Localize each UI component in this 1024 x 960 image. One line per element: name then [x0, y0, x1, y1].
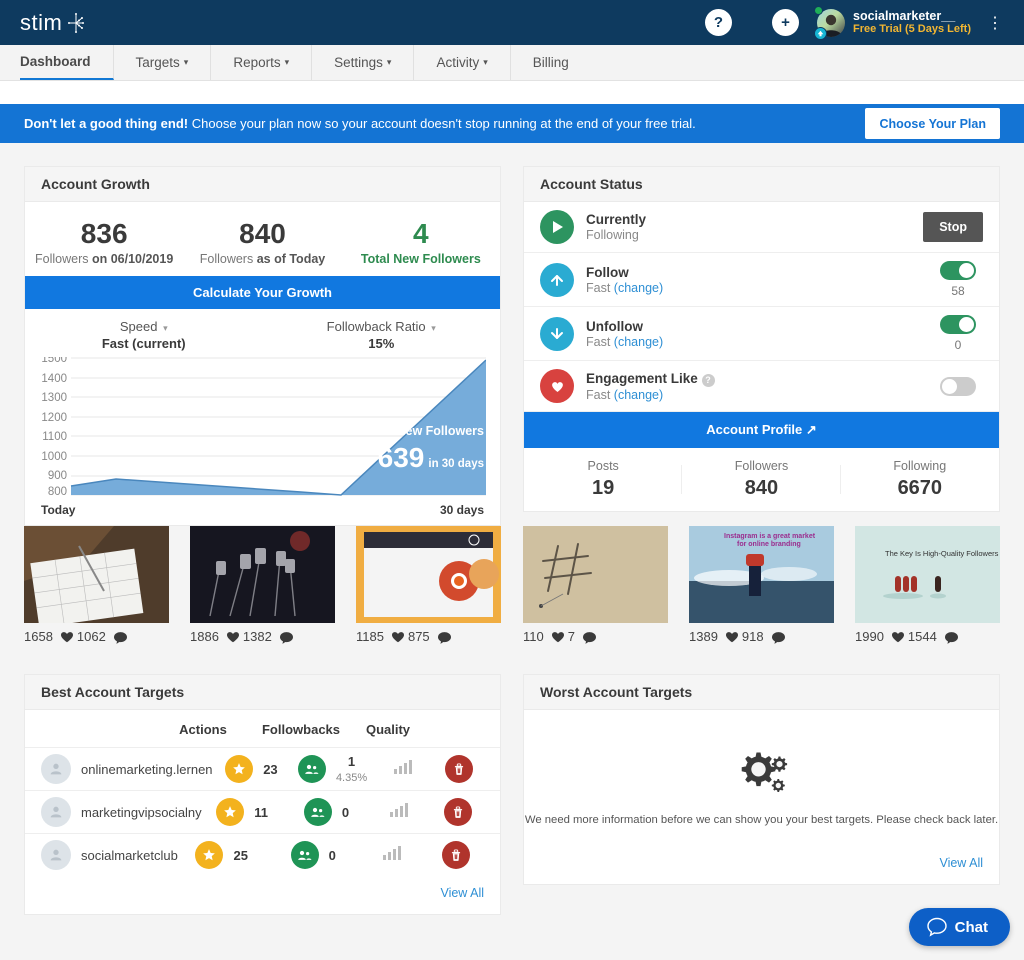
svg-text:1200: 1200: [41, 412, 67, 424]
svg-text:900: 900: [48, 470, 67, 482]
svg-text:1000: 1000: [41, 451, 67, 463]
svg-text:Instagram is a great market: Instagram is a great market: [724, 533, 816, 540]
svg-text:1400: 1400: [41, 373, 67, 385]
svg-text:1500: 1500: [41, 357, 67, 365]
svg-text:1100: 1100: [42, 431, 67, 443]
svg-text:1300: 1300: [41, 392, 67, 404]
svg-text:for online branding: for online branding: [737, 541, 801, 548]
svg-text:800: 800: [48, 486, 67, 496]
svg-text:The Key Is High-Quality Follow: The Key Is High-Quality Followers: [885, 549, 999, 558]
